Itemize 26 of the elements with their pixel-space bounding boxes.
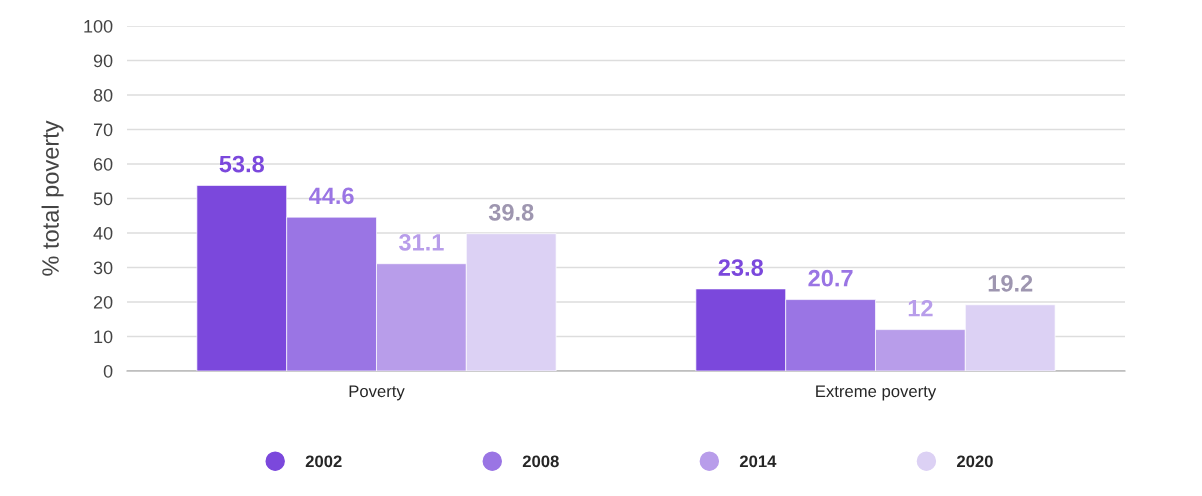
data-label: 53.8 <box>219 155 265 173</box>
y-tick-label: 90 <box>93 54 113 68</box>
data-label: 44.6 <box>308 187 354 205</box>
data-label: 39.8 <box>488 203 534 221</box>
data-label: 23.8 <box>718 259 764 276</box>
y-tick-label: 70 <box>93 123 113 137</box>
y-tick-label: 30 <box>93 261 113 275</box>
data-label: 20.7 <box>808 269 853 287</box>
y-tick-label: 80 <box>93 88 113 102</box>
y-tick-label: 100 <box>84 19 113 33</box>
legend-label: 2014 <box>739 455 777 468</box>
data-label: 12 <box>908 299 933 317</box>
y-axis-title: % total poverty <box>41 120 64 276</box>
data-label: 19.2 <box>988 275 1033 292</box>
x-tick-label: Extreme poverty <box>816 385 937 401</box>
y-tick-label: 20 <box>93 295 113 309</box>
x-tick-label: Poverty <box>349 385 405 401</box>
y-tick-label: 50 <box>93 192 113 206</box>
y-tick-label: 60 <box>93 157 113 171</box>
legend-label: 2008 <box>522 455 559 468</box>
y-tick-label: 0 <box>103 364 113 378</box>
legend-label: 2002 <box>305 455 342 468</box>
y-tick-label: 10 <box>94 330 113 344</box>
y-tick-label: 40 <box>93 226 113 240</box>
legend-label: 2020 <box>956 455 993 468</box>
data-label: 31.1 <box>398 233 444 251</box>
